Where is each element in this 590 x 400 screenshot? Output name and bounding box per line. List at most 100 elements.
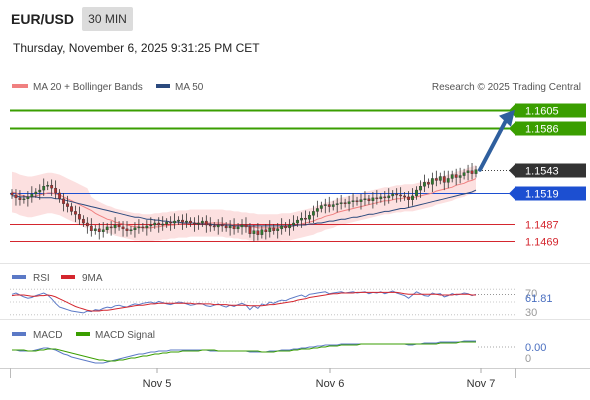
candle-body (367, 198, 371, 201)
symbol-label: EUR/USD (11, 11, 75, 27)
candle-body (181, 219, 184, 223)
candle-body (288, 224, 292, 229)
last-level-pointer (509, 164, 515, 177)
macd-swatch (12, 332, 26, 336)
candle (315, 200, 319, 218)
time-axis: Nov 5 Nov 6 Nov 7 (143, 368, 495, 390)
candle-body (308, 215, 311, 220)
candle (450, 170, 454, 183)
candle-body (284, 225, 288, 229)
rsi-ma-legend-label: 9MA (82, 273, 103, 284)
bollinger-band (12, 164, 476, 242)
candle (335, 197, 339, 213)
candle (458, 167, 462, 184)
candle-body (319, 205, 323, 209)
rsi-value-label: 61.81 (525, 293, 553, 305)
candle (272, 224, 276, 235)
candle (323, 198, 327, 214)
candle (196, 215, 200, 230)
candle-body (117, 224, 121, 228)
candle (375, 190, 379, 205)
macd-signal-legend-label: MACD Signal (95, 330, 155, 341)
candle (93, 224, 97, 235)
rsi-ma-swatch (61, 275, 75, 279)
candle-body (272, 227, 276, 231)
rsi-line (11, 290, 477, 314)
candle (288, 219, 292, 236)
candle-body (434, 178, 438, 181)
candle-body (74, 211, 77, 215)
rsi-swatch (12, 275, 26, 279)
candle-body (173, 220, 176, 224)
candle-body (196, 222, 200, 225)
candle-body (458, 175, 462, 178)
candle-body (260, 229, 264, 235)
last-level-label: 1.1543 (525, 166, 559, 178)
candle-body (157, 222, 161, 226)
candle-body (109, 226, 113, 229)
candle-body (327, 204, 331, 207)
candle (173, 213, 176, 229)
candle-body (395, 193, 399, 196)
candle (62, 193, 65, 212)
candle (177, 216, 180, 225)
rsi-pane: 70 30 61.81 (10, 288, 553, 319)
candle-body (248, 226, 252, 234)
candle-body (200, 220, 204, 224)
main-legend: MA 20 + Bollinger Bands MA 50 Research ©… (12, 82, 581, 93)
target-level-label: 1.1586 (525, 124, 559, 136)
candle (446, 170, 450, 189)
candle (430, 172, 434, 193)
candle (81, 215, 85, 227)
candle-body (50, 185, 54, 189)
timeframe-badge[interactable]: 30 MIN (82, 7, 133, 31)
candle (371, 192, 375, 209)
candle (141, 223, 145, 232)
candle (260, 225, 264, 239)
candle-body (276, 228, 280, 231)
candle (438, 172, 442, 185)
price-pane: 1.1605 1.1586 1.1543 1.1519 1.1487 1.1469 (10, 103, 586, 249)
candle-body (292, 222, 295, 226)
candle-body (129, 229, 133, 232)
candle (248, 223, 252, 238)
candle (474, 165, 478, 178)
candle (280, 218, 284, 235)
candle-body (403, 195, 407, 198)
candle (236, 223, 240, 233)
candle (216, 219, 220, 235)
candle-body (78, 214, 81, 220)
macd-legend: MACD MACD Signal (12, 330, 155, 341)
candle-body (141, 226, 145, 229)
candle (137, 219, 141, 234)
candle-body (264, 229, 268, 232)
candle-body (38, 189, 42, 193)
candle (129, 225, 133, 235)
candle (18, 190, 22, 206)
candle-body (97, 228, 101, 232)
candle (415, 186, 418, 200)
candle (169, 216, 173, 231)
candle-body (26, 196, 30, 200)
candle (300, 212, 303, 228)
candle-body (240, 224, 244, 228)
candle (193, 217, 196, 232)
candle-body (300, 217, 303, 221)
candle-body (224, 225, 228, 229)
candle-body (268, 227, 272, 232)
candle-body (189, 220, 192, 224)
candle-body (359, 199, 363, 202)
pivot-level-pointer (509, 187, 515, 200)
candle-body (399, 194, 403, 197)
candle-body (454, 174, 458, 178)
candle (268, 220, 272, 238)
candle (89, 218, 93, 237)
candle-body (474, 169, 478, 174)
candle (395, 188, 399, 203)
candle-body (14, 194, 18, 199)
candle (308, 211, 311, 224)
candle (355, 196, 359, 206)
pivot-level-label: 1.1519 (525, 189, 559, 201)
candle (256, 223, 260, 241)
candle (403, 192, 407, 201)
